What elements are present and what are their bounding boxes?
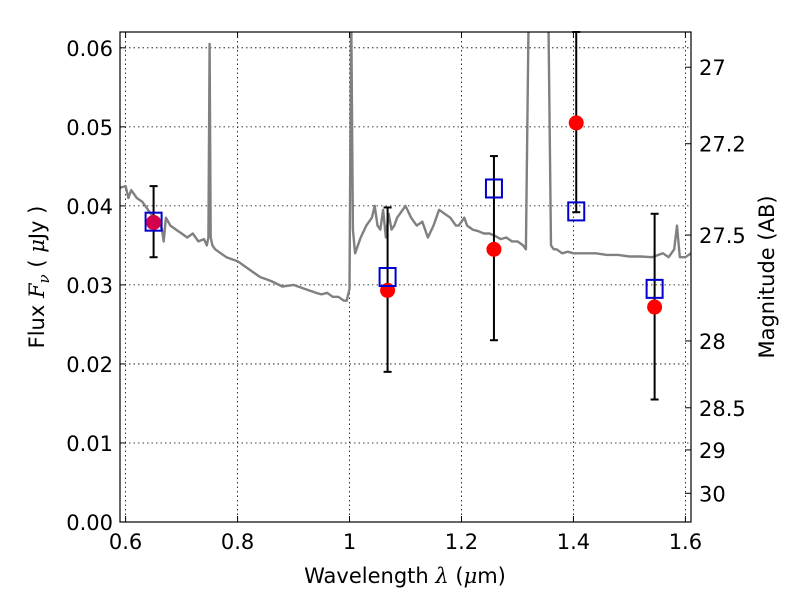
x-axis-label: Wavelength λ (μm)	[304, 564, 506, 588]
error-bars	[149, 31, 659, 401]
y-tick-label: 0.02	[66, 353, 113, 377]
model-spectrum	[120, 32, 691, 302]
model-flux-square	[567, 201, 586, 222]
x-tick-label: 0.8	[221, 530, 254, 554]
y2-axis-label: Magnitude (AB)	[755, 195, 779, 358]
grid-lines	[120, 32, 691, 523]
x-tick-label: 1.4	[557, 530, 590, 554]
model-flux-square	[645, 278, 664, 299]
observed-flux-point	[647, 299, 663, 315]
observed-flux-point	[568, 115, 584, 131]
y2-tick-label: 27.5	[699, 224, 746, 248]
model-flux-square	[484, 178, 503, 199]
y-tick-label: 0.04	[66, 195, 113, 219]
y2-tick-label: 28	[699, 330, 726, 354]
y-tick-label: 0.01	[66, 432, 113, 456]
y2-tick-label: 30	[699, 482, 726, 506]
data-markers	[144, 115, 664, 315]
y2-tick-label: 29	[699, 439, 726, 463]
y-tick-label: 0.06	[66, 37, 113, 61]
y-tick-label: 0.03	[66, 274, 113, 298]
x-tick-label: 1.6	[669, 530, 702, 554]
spectrum-line	[120, 32, 691, 302]
x-tick-label: 0.6	[109, 530, 142, 554]
y2-tick-label: 27	[699, 56, 726, 80]
x-tick-label: 1.2	[445, 530, 478, 554]
y-tick-label: 0.00	[66, 511, 113, 535]
overlap-point	[146, 214, 162, 230]
observed-flux-point	[486, 241, 502, 257]
model-flux-square	[144, 211, 163, 232]
plot-frame	[119, 31, 692, 523]
y-axis-label: Flux Fν ( μJy )	[25, 206, 53, 349]
y-tick-label: 0.05	[66, 116, 113, 140]
y2-tick-label: 27.2	[699, 133, 746, 157]
y2-tick-label: 28.5	[699, 397, 746, 421]
model-flux-square	[378, 267, 397, 287]
axis-ticks: 0.6 0.8 1 1.2 1.4 1.6 0.00 0.01 0.02 0.03 0.04 0.05…	[66, 32, 746, 554]
x-tick-label: 1	[343, 530, 356, 554]
